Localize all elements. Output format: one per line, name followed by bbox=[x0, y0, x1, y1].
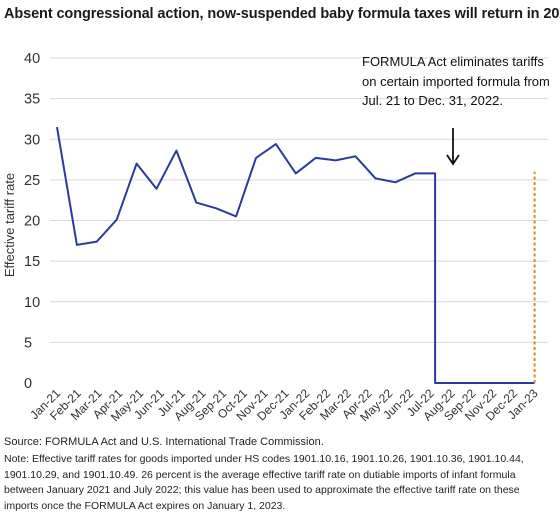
y-tick-label: 25 bbox=[24, 173, 40, 189]
y-tick-label: 30 bbox=[24, 132, 40, 148]
annotation-text: FORMULA Act eliminates tariffs on certai… bbox=[362, 54, 550, 108]
tariff-rate-line bbox=[56, 126, 535, 384]
gridlines bbox=[50, 57, 548, 343]
series-lines bbox=[56, 126, 536, 384]
y-tick-label: 10 bbox=[24, 295, 40, 311]
y-tick-labels: 0 5 10 15 20 25 30 35 40 bbox=[24, 51, 40, 392]
y-axis-label: Effective tariff rate bbox=[2, 173, 17, 277]
chart-title: Absent congressional action, now-suspend… bbox=[4, 6, 560, 22]
line-chart: 0 5 10 15 20 25 30 35 40 Effective tariff rate J… bbox=[2, 51, 548, 424]
source-note: Source: FORMULA Act and U.S. Internation… bbox=[4, 436, 324, 448]
y-tick-label: 35 bbox=[24, 92, 40, 108]
y-tick-label: 5 bbox=[24, 335, 32, 351]
y-tick-label: 15 bbox=[24, 254, 40, 270]
y-tick-label: 0 bbox=[24, 376, 32, 392]
annotation-arrow bbox=[446, 128, 460, 166]
chart-footer: Source: FORMULA Act and U.S. Internation… bbox=[4, 436, 556, 514]
arrow-head bbox=[446, 154, 460, 166]
methodology-note: Note: Effective tariff rates for goods i… bbox=[4, 453, 524, 512]
x-tick-labels: Jan-21Feb-21Mar-21Apr-21May-21Jun-21Jul-… bbox=[27, 386, 541, 424]
y-tick-label: 40 bbox=[24, 51, 40, 67]
y-tick-label: 20 bbox=[24, 214, 40, 230]
